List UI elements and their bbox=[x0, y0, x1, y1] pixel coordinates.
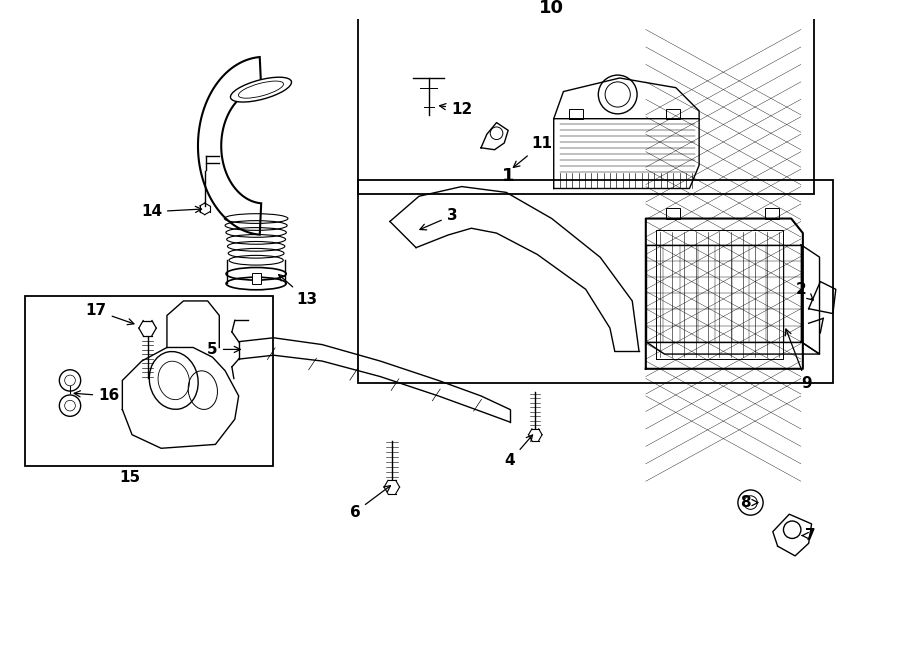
Text: 12: 12 bbox=[439, 102, 472, 116]
Text: 11: 11 bbox=[513, 136, 553, 167]
Bar bbox=[666, 208, 680, 219]
Text: 5: 5 bbox=[207, 342, 240, 357]
Text: 1: 1 bbox=[502, 167, 515, 185]
Circle shape bbox=[738, 490, 763, 515]
Circle shape bbox=[59, 369, 81, 391]
Bar bbox=[358, 15, 814, 194]
Bar bbox=[765, 208, 778, 219]
Text: 3: 3 bbox=[420, 208, 457, 230]
Text: 8: 8 bbox=[741, 495, 758, 510]
Text: 16: 16 bbox=[74, 389, 120, 403]
Text: 13: 13 bbox=[279, 274, 317, 307]
Text: 4: 4 bbox=[505, 435, 533, 469]
Bar bbox=[25, 296, 273, 466]
Ellipse shape bbox=[230, 77, 292, 102]
Text: 17: 17 bbox=[86, 303, 134, 325]
Text: 2: 2 bbox=[796, 282, 814, 300]
Text: 9: 9 bbox=[786, 329, 812, 391]
Bar bbox=[666, 109, 680, 119]
Text: 10: 10 bbox=[539, 0, 564, 17]
Text: 7: 7 bbox=[802, 528, 816, 543]
Bar bbox=[358, 180, 832, 383]
Text: 15: 15 bbox=[120, 470, 140, 485]
Bar bbox=[569, 109, 583, 119]
Bar bbox=[252, 273, 261, 284]
Text: 6: 6 bbox=[349, 486, 391, 520]
Circle shape bbox=[59, 395, 81, 416]
Text: 14: 14 bbox=[141, 204, 202, 219]
Circle shape bbox=[598, 75, 637, 114]
